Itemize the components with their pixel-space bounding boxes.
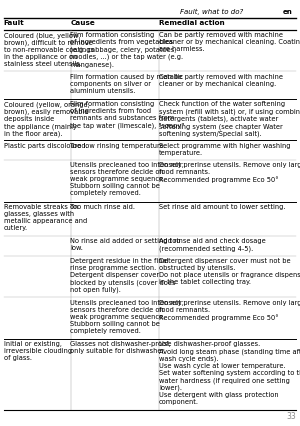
Text: Do not prerinse utensils. Remove only large
food remnants.
Recommended programme: Do not prerinse utensils. Remove only la…: [159, 162, 300, 183]
Text: Coloured (yellow, orange,
brown), easily removable
deposits inside
the appliance: Coloured (yellow, orange, brown), easily…: [4, 101, 89, 137]
Text: Use dishwasher-proof glasses.
Avoid long steam phase (standing time after
wash c: Use dishwasher-proof glasses. Avoid long…: [159, 342, 300, 406]
Text: Add rinse aid and check dosage
(recommended setting 4-5).: Add rinse aid and check dosage (recommen…: [159, 239, 266, 252]
Text: Fault, what to do?: Fault, what to do?: [180, 9, 243, 15]
Text: en: en: [283, 9, 292, 15]
Text: Initial or existing,
irreversible clouding
of glass.: Initial or existing, irreversible cloudi…: [4, 342, 72, 361]
Text: Detergent dispenser cover must not be
obstructed by utensils.
Do not place utens: Detergent dispenser cover must not be ob…: [159, 258, 300, 285]
Text: 33: 33: [287, 412, 296, 421]
Text: Fault: Fault: [4, 20, 24, 26]
Text: Cause: Cause: [70, 20, 95, 26]
Text: Select programme with higher washing
temperature.: Select programme with higher washing tem…: [159, 143, 290, 156]
Text: Remedial action: Remedial action: [159, 20, 225, 26]
Text: Too much rinse aid.: Too much rinse aid.: [70, 204, 136, 210]
Text: Coloured (blue, yellow,
brown), difficult to remove
to non-removable coatings
in: Coloured (blue, yellow, brown), difficul…: [4, 32, 94, 67]
Text: Removable streaks on
glasses, glasses with
metallic appearance and
cutlery.: Removable streaks on glasses, glasses wi…: [4, 204, 87, 231]
Text: Film formation consisting
of ingredients from food
remnants and substances from
: Film formation consisting of ingredients…: [70, 101, 185, 129]
Text: Glasses not dishwasher-proof,
only suitable for dishwasher.: Glasses not dishwasher-proof, only suita…: [70, 342, 171, 354]
Text: Set rinse aid amount to lower setting.: Set rinse aid amount to lower setting.: [159, 204, 286, 210]
Text: Check function of the water softening
system (refill with salt) or, if using com: Check function of the water softening sy…: [159, 101, 300, 137]
Text: Detergent residue in the final
rinse programme section.
Detergent dispenser cove: Detergent residue in the final rinse pro…: [70, 258, 176, 293]
Text: Utensils precleaned too intensely;
sensors therefore decide on
weak programme se: Utensils precleaned too intensely; senso…: [70, 300, 184, 334]
Text: Utensils precleaned too intensely;
sensors therefore decide on
weak programme se: Utensils precleaned too intensely; senso…: [70, 162, 184, 196]
Text: Film formation caused by metallic
components on silver or
aluminium utensils.: Film formation caused by metallic compon…: [70, 74, 184, 94]
Text: Do not prerinse utensils. Remove only large
food remnants.
Recommended programme: Do not prerinse utensils. Remove only la…: [159, 300, 300, 321]
Text: Too low rinsing temperature.: Too low rinsing temperature.: [70, 143, 166, 149]
Text: Plastic parts discoloured.: Plastic parts discoloured.: [4, 143, 87, 149]
Text: Film formation consisting
of ingredients from vegetables
(e.g. cabbage, celery, : Film formation consisting of ingredients…: [70, 32, 184, 68]
Text: No rinse aid added or setting too
low.: No rinse aid added or setting too low.: [70, 239, 181, 251]
Text: Can be partly removed with machine
cleaner or by mechanical cleaning. Coatings
a: Can be partly removed with machine clean…: [159, 32, 300, 52]
Text: Can be partly removed with machine
cleaner or by mechanical cleaning.: Can be partly removed with machine clean…: [159, 74, 283, 87]
